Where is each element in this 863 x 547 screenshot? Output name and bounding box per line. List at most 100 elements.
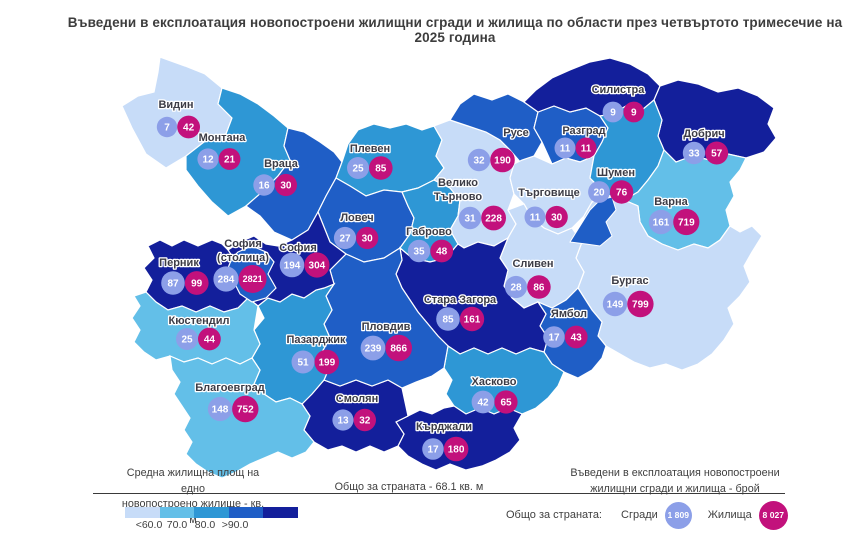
buildings-value: 7 <box>164 123 170 134</box>
dwellings-circle <box>198 327 221 351</box>
buildings-value: 148 <box>212 405 229 416</box>
dwellings-value: 57 <box>711 149 723 160</box>
buildings-circle <box>279 252 305 278</box>
dwellings-value: 752 <box>237 405 254 416</box>
buildings-circle <box>332 409 354 431</box>
buildings-value: 28 <box>510 283 522 294</box>
dwellings-value: 86 <box>533 283 545 294</box>
dwellings-value: 190 <box>494 156 511 167</box>
legend-divider <box>93 493 785 495</box>
region-label: Пловдив <box>362 321 411 333</box>
buildings-circle <box>524 206 546 228</box>
buildings-circle <box>161 271 185 295</box>
buildings-value: 149 <box>607 300 624 311</box>
color-scale <box>125 507 298 518</box>
buildings-circle <box>176 328 198 350</box>
buildings-value: 284 <box>218 275 235 286</box>
buildings-value: 33 <box>688 149 700 160</box>
legend-left-caption-line1: Средна жилищна площ на едно <box>126 467 260 495</box>
dwellings-value: 76 <box>616 188 628 199</box>
region-label: Кюстендил <box>169 315 230 327</box>
dwellings-circle <box>430 239 454 263</box>
dwellings-circle <box>494 390 518 414</box>
color-scale-labels: <60.0 70.0 80.0 >90.0 <box>125 519 298 533</box>
color-scale-swatch <box>125 507 160 518</box>
region-label: Сливен <box>512 258 553 270</box>
national-totals: Общо за страната: Сгради 1 809 Жилища 8 … <box>506 500 788 530</box>
dwellings-value: 799 <box>632 300 649 311</box>
dwellings-circle <box>184 271 209 295</box>
buildings-value: 194 <box>284 261 301 272</box>
buildings-circle <box>588 181 610 203</box>
dwellings-value: 161 <box>464 315 481 326</box>
buildings-value: 32 <box>473 156 485 167</box>
dwellings-value: 21 <box>224 155 236 166</box>
buildings-circle <box>602 291 628 317</box>
dwellings-value: 30 <box>551 213 563 224</box>
dwellings-value: 44 <box>204 335 216 346</box>
dwellings-circle <box>673 208 700 236</box>
region-label: Перник <box>159 257 199 269</box>
region-label: Добрич <box>683 128 724 140</box>
dwellings-circle <box>274 173 297 197</box>
dwellings-value: 719 <box>678 218 695 229</box>
buildings-circle <box>467 148 491 172</box>
dwellings-value: 42 <box>183 123 195 134</box>
region-label: Силистра <box>592 84 646 96</box>
dwellings-circle <box>564 325 588 349</box>
buildings-value: 51 <box>297 358 309 369</box>
color-scale-label: 70.0 <box>166 519 188 531</box>
buildings-value: 17 <box>548 333 560 344</box>
dwellings-label: Жилища <box>707 509 752 521</box>
buildings-value: 17 <box>427 445 439 456</box>
buildings-value: 87 <box>167 279 179 290</box>
buildings-value: 31 <box>464 214 476 225</box>
region-label: Велико Търново <box>434 177 482 203</box>
buildings-value: 161 <box>653 218 670 229</box>
region-label: Варна <box>654 196 688 208</box>
region-label: София <box>279 242 316 254</box>
dwellings-value: 43 <box>571 333 583 344</box>
region-label: Плевен <box>350 143 390 155</box>
dwellings-circle <box>623 101 645 123</box>
legend-right-caption-line1: Въведени в експлоатация новопостроени <box>570 467 780 479</box>
buildings-value: 20 <box>593 188 605 199</box>
region-label: Бургас <box>611 275 648 287</box>
color-scale-swatch <box>159 507 195 518</box>
dwellings-circle <box>527 275 551 299</box>
color-scale-label: 80.0 <box>194 519 216 531</box>
dwellings-circle <box>575 137 597 159</box>
dwellings-circle <box>238 265 267 293</box>
legend-right-caption: Въведени в експлоатация новопостроени жи… <box>570 466 780 497</box>
buildings-circle <box>156 116 178 138</box>
dwellings-value: 180 <box>448 445 465 456</box>
region-label: Монтана <box>199 132 247 144</box>
buildings-value: 11 <box>530 213 541 224</box>
buildings-circle <box>602 101 624 123</box>
dwellings-circle <box>218 148 241 170</box>
color-scale-swatch <box>228 507 264 518</box>
region-label: Ловеч <box>340 212 373 224</box>
map-region-detail <box>569 196 617 247</box>
buildings-value: 9 <box>610 108 616 119</box>
buildings-value: 16 <box>258 181 270 192</box>
region-label: Ямбол <box>551 308 587 320</box>
dwellings-circle <box>385 334 413 362</box>
buildings-circle <box>360 335 386 361</box>
region-label: Разград <box>562 125 605 137</box>
dwellings-circle <box>177 115 201 139</box>
dwellings-value: 30 <box>280 181 292 192</box>
region-label: Шумен <box>597 167 635 179</box>
buildings-total-badge: 1 809 <box>664 501 692 529</box>
buildings-value: 85 <box>442 315 454 326</box>
color-scale-label: <60.0 <box>135 519 163 531</box>
dwellings-value: 9 <box>631 108 637 119</box>
buildings-value: 239 <box>365 344 382 355</box>
buildings-circle <box>407 239 431 263</box>
color-scale-swatch <box>194 507 229 518</box>
dwellings-value: 65 <box>500 398 512 409</box>
buildings-circle <box>471 390 495 414</box>
buildings-circle <box>682 141 706 165</box>
dwellings-circle <box>369 156 393 180</box>
dwellings-value: 11 <box>581 144 592 155</box>
